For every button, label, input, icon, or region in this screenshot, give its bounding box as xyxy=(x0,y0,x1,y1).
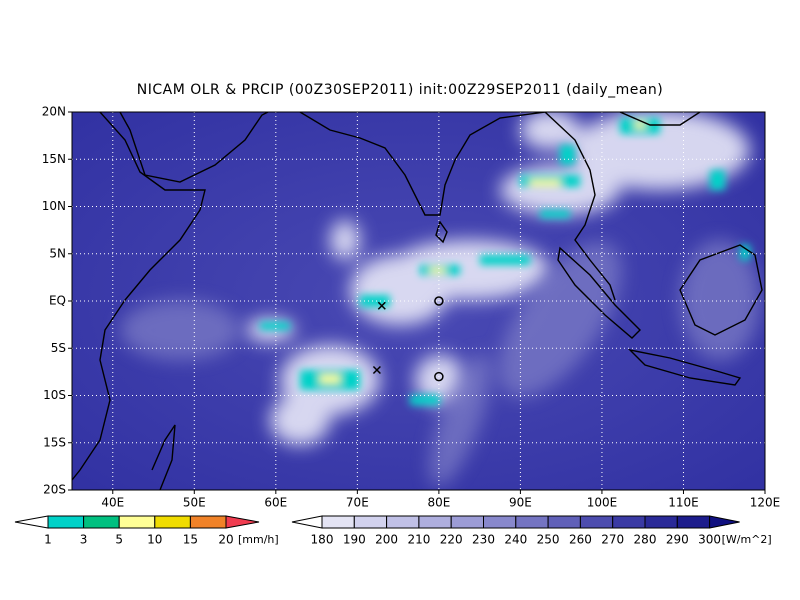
x-tick-label: 90E xyxy=(509,496,532,510)
colorbar-box xyxy=(189,515,227,529)
colorbar-box xyxy=(644,515,678,529)
x-tick-label: 70E xyxy=(346,496,369,510)
y-tick-label: 5S xyxy=(51,341,66,355)
colorbar-box xyxy=(547,515,581,529)
colorbar-label: 180 xyxy=(311,533,334,547)
colorbar-box xyxy=(418,515,452,529)
colorbar-label: 220 xyxy=(440,533,463,547)
colorbar-label: 20 xyxy=(218,533,233,547)
y-tick-label: 10S xyxy=(43,388,66,402)
x-tick-label: 120E xyxy=(750,496,781,510)
y-tick-label: 15N xyxy=(42,152,66,166)
colorbar-label: 3 xyxy=(80,533,88,547)
y-tick-label: 10N xyxy=(42,199,66,213)
colorbar-box xyxy=(612,515,646,529)
coastlines xyxy=(72,112,763,490)
colorbar-box xyxy=(83,515,120,529)
colorbar-box xyxy=(579,515,614,529)
colorbar-arrow xyxy=(709,515,740,529)
colorbar-label: 10 xyxy=(147,533,162,547)
colorbar-unit: [W/m^2] xyxy=(722,533,772,546)
colorbar-box xyxy=(47,515,85,529)
marker-circle xyxy=(434,371,444,382)
y-tick-label: EQ xyxy=(49,294,66,308)
cloud-bands xyxy=(120,240,760,487)
colorbar-box xyxy=(321,515,355,529)
colorbar-box xyxy=(676,515,711,529)
colorbar-box xyxy=(515,515,549,529)
x-tick-label: 50E xyxy=(183,496,206,510)
colorbar-label: 270 xyxy=(601,533,624,547)
y-tick-label: 15S xyxy=(43,435,66,449)
colorbar-box xyxy=(154,515,191,529)
x-tick-label: 110E xyxy=(668,496,699,510)
y-tick-label: 20S xyxy=(43,483,66,497)
markers xyxy=(372,296,444,382)
colorbar-box xyxy=(353,515,388,529)
colorbar-label: 280 xyxy=(634,533,657,547)
colorbar-label: 240 xyxy=(504,533,527,547)
colorbar-box xyxy=(450,515,485,529)
title: NICAM OLR & PRCIP (00Z30SEP2011) init:00… xyxy=(137,82,664,98)
colorbars: 1 3 5 10 15 20 [mm/h] 180 190 200 210 220 230 240 250 2… xyxy=(14,515,772,547)
colorbar-label: 230 xyxy=(472,533,495,547)
precip xyxy=(260,118,750,405)
colorbar-arrow xyxy=(225,515,260,529)
marker-cross xyxy=(372,365,381,375)
colorbar-box xyxy=(386,515,420,529)
colorbar-label: 250 xyxy=(537,533,560,547)
colorbar-arrow xyxy=(291,515,323,529)
map-field xyxy=(72,112,765,490)
colorbar-box xyxy=(118,515,156,529)
marker-cross xyxy=(377,301,386,310)
x-tick-label: 80E xyxy=(427,496,450,510)
colorbar-label: 1 xyxy=(44,533,52,547)
y-tick-label: 20N xyxy=(42,105,66,119)
colorbar-label: 210 xyxy=(407,533,430,547)
marker-circle xyxy=(434,296,444,306)
colorbar-label: 5 xyxy=(115,533,123,547)
colorbar-unit: [mm/h] xyxy=(238,533,279,546)
y-tick-label: 5N xyxy=(49,246,66,260)
colorbar-label: 15 xyxy=(183,533,198,547)
x-tick-label: 60E xyxy=(264,496,287,510)
x-tick-label: 40E xyxy=(101,496,124,510)
colorbar-arrow xyxy=(14,515,49,529)
colorbar-label: 190 xyxy=(343,533,366,547)
colorbar-label: 260 xyxy=(569,533,592,547)
colorbar-box xyxy=(483,515,517,529)
colorbar-label: 290 xyxy=(666,533,689,547)
colorbar-label: 200 xyxy=(375,533,398,547)
x-tick-label: 100E xyxy=(587,496,618,510)
colorbar-label: 300 xyxy=(698,533,721,547)
ticks: 40E 50E 60E 70E 80E 90E 100E 110E 120E 20N 15N 10N 5… xyxy=(42,105,781,510)
